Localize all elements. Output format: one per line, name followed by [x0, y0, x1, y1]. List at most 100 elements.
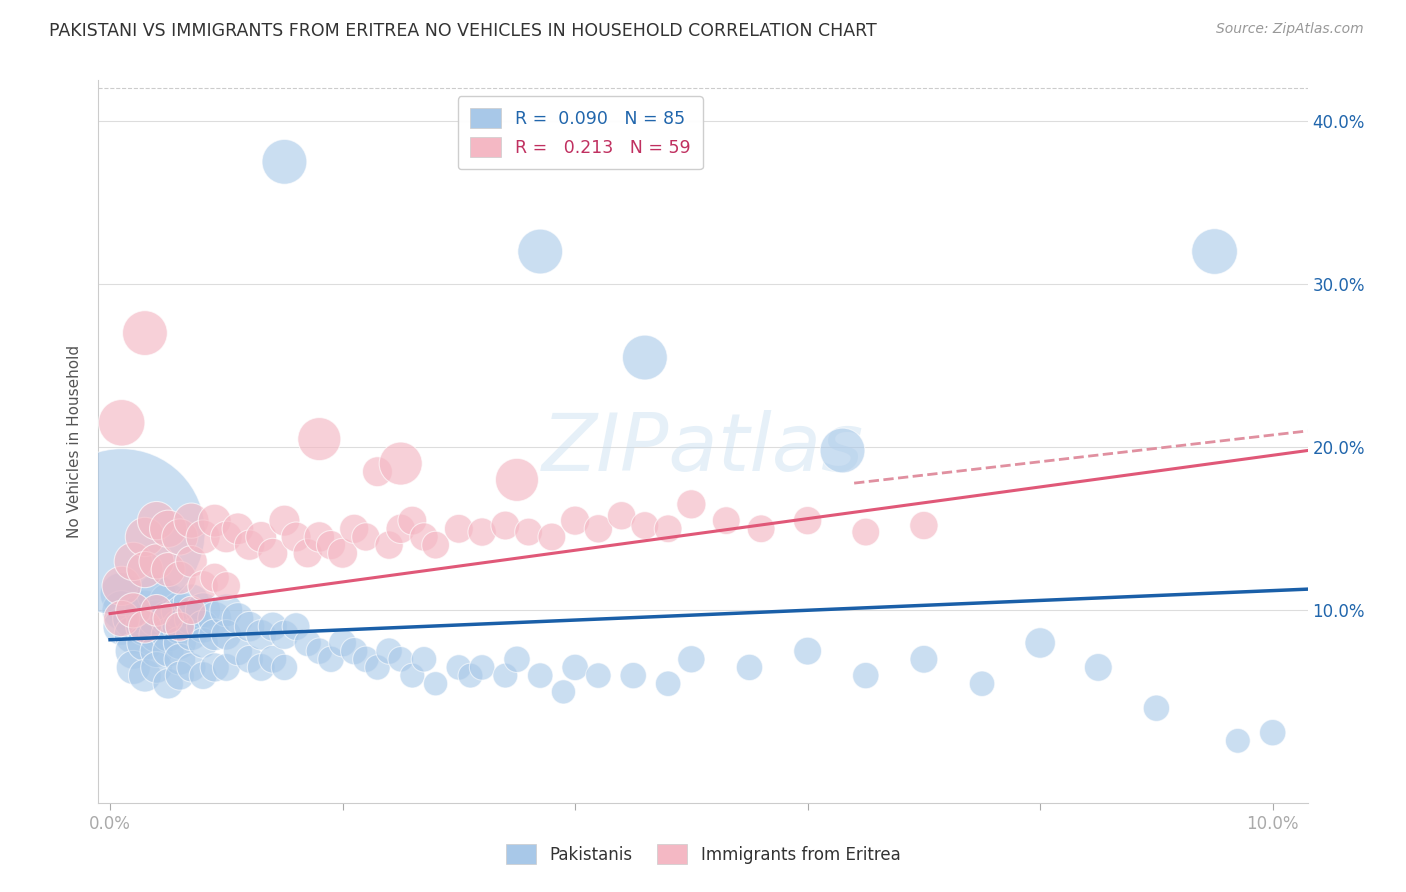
- Point: [447, 660, 470, 674]
- Point: [401, 668, 423, 682]
- Point: [681, 652, 703, 666]
- Point: [506, 652, 529, 666]
- Point: [494, 668, 516, 682]
- Point: [180, 660, 202, 674]
- Point: [191, 579, 214, 593]
- Point: [262, 652, 284, 666]
- Point: [517, 524, 540, 539]
- Point: [169, 620, 191, 634]
- Point: [239, 538, 262, 552]
- Point: [634, 351, 657, 365]
- Point: [191, 530, 214, 544]
- Point: [540, 530, 562, 544]
- Point: [425, 677, 447, 691]
- Point: [855, 524, 877, 539]
- Point: [738, 660, 761, 674]
- Point: [111, 524, 134, 539]
- Point: [226, 611, 249, 625]
- Point: [122, 611, 145, 625]
- Point: [588, 668, 610, 682]
- Point: [169, 636, 191, 650]
- Point: [122, 603, 145, 617]
- Point: [204, 611, 226, 625]
- Point: [273, 514, 295, 528]
- Point: [157, 644, 180, 658]
- Text: PAKISTANI VS IMMIGRANTS FROM ERITREA NO VEHICLES IN HOUSEHOLD CORRELATION CHART: PAKISTANI VS IMMIGRANTS FROM ERITREA NO …: [49, 22, 877, 40]
- Point: [204, 628, 226, 642]
- Point: [157, 628, 180, 642]
- Point: [157, 595, 180, 609]
- Point: [796, 644, 818, 658]
- Point: [122, 660, 145, 674]
- Point: [191, 636, 214, 650]
- Point: [239, 652, 262, 666]
- Point: [204, 660, 226, 674]
- Point: [145, 644, 167, 658]
- Point: [308, 432, 330, 446]
- Point: [134, 620, 156, 634]
- Point: [529, 668, 551, 682]
- Point: [796, 514, 818, 528]
- Point: [749, 522, 772, 536]
- Point: [157, 522, 180, 536]
- Text: Source: ZipAtlas.com: Source: ZipAtlas.com: [1216, 22, 1364, 37]
- Point: [389, 522, 412, 536]
- Point: [297, 546, 319, 560]
- Point: [111, 620, 134, 634]
- Point: [1029, 636, 1052, 650]
- Point: [134, 530, 156, 544]
- Point: [354, 530, 377, 544]
- Point: [553, 685, 575, 699]
- Point: [912, 518, 935, 533]
- Point: [180, 554, 202, 568]
- Point: [273, 628, 295, 642]
- Point: [169, 652, 191, 666]
- Point: [215, 660, 238, 674]
- Legend: Pakistanis, Immigrants from Eritrea: Pakistanis, Immigrants from Eritrea: [499, 838, 907, 871]
- Point: [401, 514, 423, 528]
- Point: [204, 571, 226, 585]
- Point: [204, 514, 226, 528]
- Point: [389, 652, 412, 666]
- Point: [169, 571, 191, 585]
- Point: [145, 587, 167, 601]
- Point: [145, 611, 167, 625]
- Point: [297, 636, 319, 650]
- Point: [564, 514, 586, 528]
- Point: [169, 668, 191, 682]
- Point: [134, 668, 156, 682]
- Point: [134, 603, 156, 617]
- Point: [471, 660, 494, 674]
- Point: [169, 603, 191, 617]
- Point: [145, 514, 167, 528]
- Point: [122, 554, 145, 568]
- Point: [111, 611, 134, 625]
- Point: [157, 677, 180, 691]
- Point: [180, 603, 202, 617]
- Point: [319, 538, 342, 552]
- Point: [588, 522, 610, 536]
- Point: [285, 620, 308, 634]
- Point: [122, 628, 145, 642]
- Point: [157, 611, 180, 625]
- Point: [319, 652, 342, 666]
- Point: [145, 628, 167, 642]
- Point: [134, 636, 156, 650]
- Point: [1087, 660, 1109, 674]
- Point: [506, 473, 529, 487]
- Point: [215, 530, 238, 544]
- Point: [250, 530, 273, 544]
- Point: [912, 652, 935, 666]
- Point: [111, 587, 134, 601]
- Point: [180, 514, 202, 528]
- Point: [239, 620, 262, 634]
- Point: [343, 644, 366, 658]
- Point: [134, 326, 156, 340]
- Point: [111, 579, 134, 593]
- Point: [343, 522, 366, 536]
- Point: [494, 518, 516, 533]
- Point: [226, 522, 249, 536]
- Point: [447, 522, 470, 536]
- Point: [855, 668, 877, 682]
- Point: [657, 677, 679, 691]
